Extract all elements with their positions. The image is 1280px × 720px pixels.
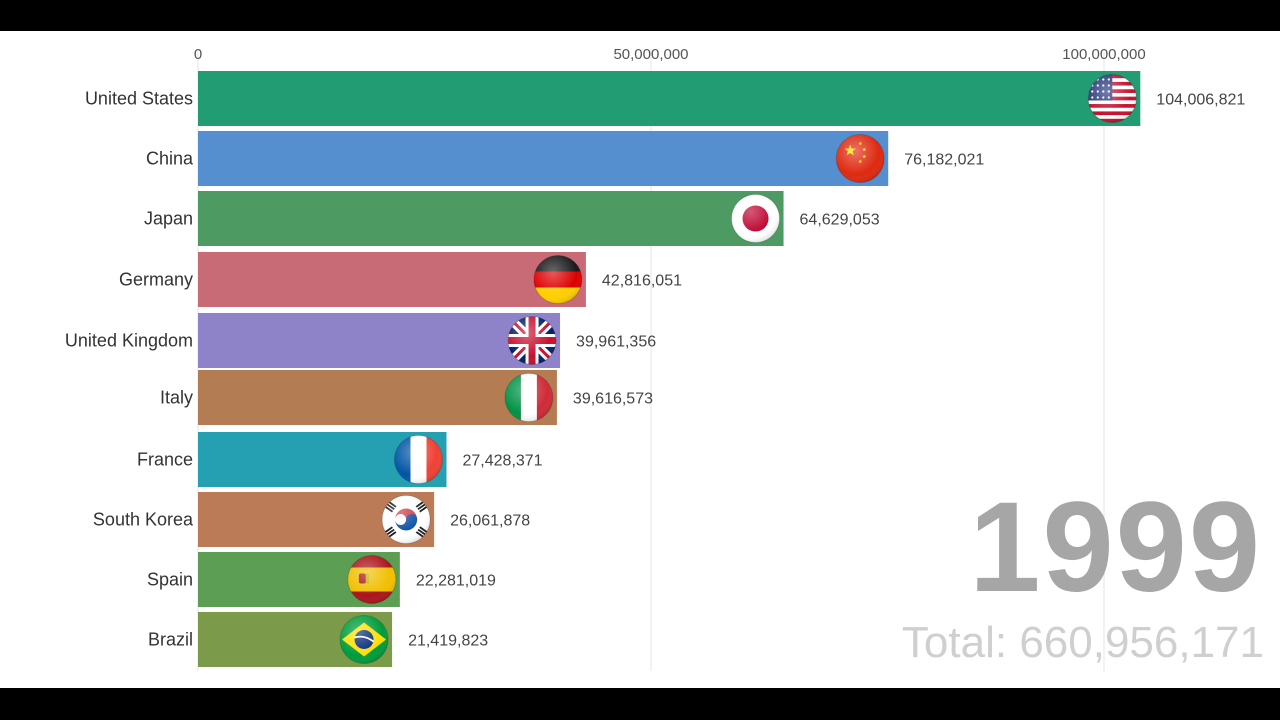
bar xyxy=(198,191,784,246)
category-label: China xyxy=(146,149,194,169)
italy-flag-icon xyxy=(504,373,554,422)
x-tick-label: 50,000,000 xyxy=(613,46,688,63)
bar-row: China 76,182,021 xyxy=(146,131,984,186)
bar-row: Italy 39,616,573 xyxy=(160,370,653,425)
brazil-flag-icon xyxy=(339,615,389,664)
category-label: South Korea xyxy=(93,510,194,530)
bar-row: Spain 22,281,019 xyxy=(147,552,496,607)
spain-flag-icon xyxy=(347,555,397,604)
category-label: Spain xyxy=(147,570,193,590)
bar-row: South Korea 26,061,878 xyxy=(93,492,530,547)
category-label: Brazil xyxy=(148,630,193,650)
value-label: 26,061,878 xyxy=(450,513,530,530)
us-flag-icon xyxy=(1087,74,1137,123)
year-label: 1999 xyxy=(969,476,1262,619)
bar-row: Japan 64,629,053 xyxy=(144,191,880,246)
china-flag-icon xyxy=(835,134,885,183)
uk-flag-icon xyxy=(507,316,557,365)
category-label: United States xyxy=(85,89,193,109)
bar-row: France 27,428,371 xyxy=(137,432,543,487)
category-label: Germany xyxy=(119,270,193,290)
total-label: Total: 660,956,171 xyxy=(901,618,1264,667)
value-label: 27,428,371 xyxy=(463,453,543,470)
value-label: 42,816,051 xyxy=(602,273,682,290)
bar-row: United States 104,006,821 xyxy=(85,71,1245,126)
bar xyxy=(198,313,561,368)
south-korea-flag-icon xyxy=(381,495,431,544)
bars: United States 104,006,821 China 76,182,021 J… xyxy=(65,71,1245,667)
x-tick-label: 0 xyxy=(194,46,202,63)
value-label: 76,182,021 xyxy=(904,152,984,169)
x-tick-label: 100,000,000 xyxy=(1062,46,1145,63)
france-flag-icon xyxy=(394,435,444,484)
bar-row: Germany 42,816,051 xyxy=(119,252,682,307)
category-label: Japan xyxy=(144,209,193,229)
value-label: 21,419,823 xyxy=(408,633,488,650)
bar xyxy=(198,71,1141,126)
category-label: United Kingdom xyxy=(65,331,193,351)
bar-row: United Kingdom 39,961,356 xyxy=(65,313,656,368)
bar xyxy=(198,370,557,425)
bar-row: Brazil 21,419,823 xyxy=(148,612,488,667)
value-label: 39,961,356 xyxy=(576,334,656,351)
category-label: Italy xyxy=(160,388,193,408)
bar xyxy=(198,252,586,307)
japan-flag-icon xyxy=(731,194,781,243)
value-label: 39,616,573 xyxy=(573,391,653,408)
category-label: France xyxy=(137,450,193,470)
bar xyxy=(198,131,889,186)
value-label: 22,281,019 xyxy=(416,573,496,590)
bar-chart: 0 50,000,000 100,000,000 United States 104,… xyxy=(65,46,1245,671)
chart-stage: 0 50,000,000 100,000,000 United States 104,… xyxy=(0,31,1280,688)
value-label: 104,006,821 xyxy=(1156,92,1245,109)
value-label: 64,629,053 xyxy=(800,212,880,229)
x-axis-ticks: 0 50,000,000 100,000,000 xyxy=(194,46,1146,63)
germany-flag-icon xyxy=(533,255,583,304)
